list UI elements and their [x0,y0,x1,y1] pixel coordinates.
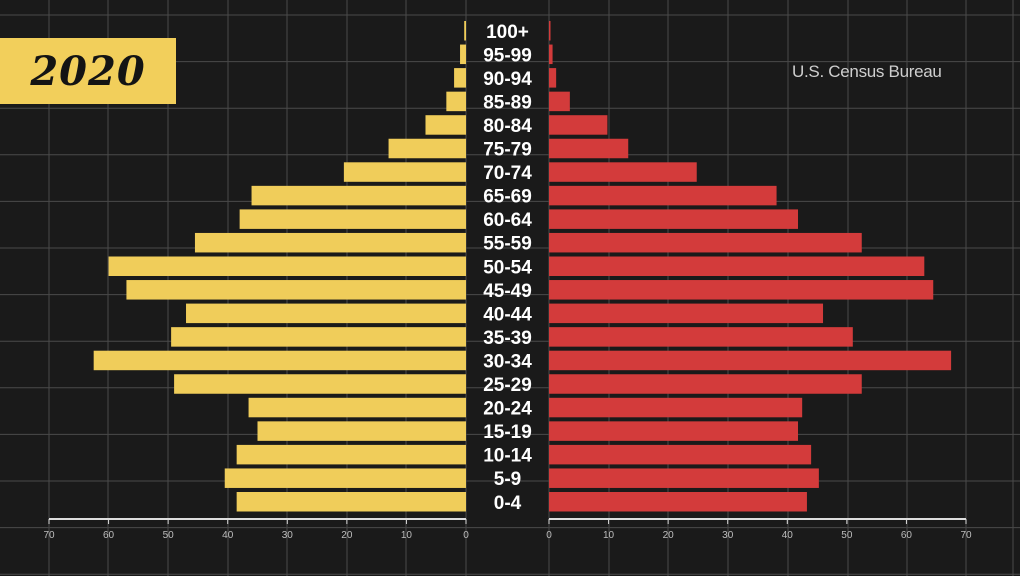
left-bar [236,444,466,465]
left-bar [425,115,466,135]
left-axis-tick-label: 10 [401,530,413,541]
age-group-label: 20-24 [483,399,532,420]
left-bar [460,44,466,65]
age-group-label: 90-94 [483,69,532,90]
left-bar [464,21,466,41]
age-group-label: 35-39 [483,328,532,349]
age-group-label: 30-34 [483,351,532,372]
right-bar [549,256,925,276]
year-badge: 2020 [0,38,176,104]
right-bar [549,374,862,394]
right-bar [549,303,824,324]
source-label: U.S. Census Bureau [792,62,942,81]
right-bars [549,21,952,512]
age-group-label: 75-79 [483,140,532,161]
left-bar [454,68,466,88]
right-bar [549,468,819,488]
left-bar [174,374,466,394]
left-bars [93,21,467,512]
left-bar [248,397,466,418]
left-bar [251,185,466,206]
right-axis-tick-label: 10 [603,530,615,541]
age-group-label: 95-99 [483,45,532,66]
left-bar [194,232,466,253]
right-bar [549,115,608,135]
right-bar [549,138,629,159]
age-group-label: 45-49 [483,281,532,302]
left-bar [126,280,466,300]
left-bar [171,327,466,347]
right-bar [549,91,570,112]
age-group-label: 55-59 [483,234,532,255]
left-bar [257,421,466,441]
age-group-label: 15-19 [483,422,532,443]
right-bar [549,327,853,347]
right-axis-tick-label: 30 [722,530,734,541]
left-axis-tick-label: 40 [222,530,234,541]
age-group-label: 70-74 [483,163,532,184]
right-bar [549,209,799,229]
age-group-label: 0-4 [494,493,522,514]
right-bar [549,397,803,418]
left-bar [236,492,466,512]
age-group-label: 65-69 [483,187,532,208]
right-bar [549,280,934,300]
age-group-label: 40-44 [483,304,532,325]
right-bar [549,21,551,41]
age-group-label: 85-89 [483,92,532,113]
age-group-label: 5-9 [494,469,521,490]
age-group-label: 10-14 [483,446,532,467]
right-axis-tick-label: 40 [782,530,794,541]
left-axis-tick-label: 30 [282,530,294,541]
left-axis-tick-label: 0 [463,530,469,541]
age-group-label: 50-54 [483,257,532,278]
right-bar [549,185,777,206]
right-axis-tick-label: 50 [841,530,853,541]
age-group-label: 100+ [486,22,529,43]
left-bar [388,138,466,159]
right-axis-tick-label: 60 [901,530,913,541]
right-bar [549,162,697,182]
right-axis-tick-label: 70 [960,530,972,541]
left-bar [93,350,466,371]
right-bar [549,350,952,371]
right-axis-tick-label: 0 [546,530,552,541]
right-bar [549,492,807,512]
right-bar [549,68,557,88]
right-bar [549,44,553,65]
age-group-label: 80-84 [483,116,532,137]
right-bar [549,232,862,253]
left-axis-tick-label: 60 [103,530,115,541]
x-axes: 70 60 50 40 30 20 10 0 0 10 20 30 40 50 60 70 [43,518,972,541]
left-bar [108,256,467,276]
left-bar [224,468,466,488]
age-group-label: 60-64 [483,210,532,231]
left-bar [239,209,466,229]
left-axis-tick-label: 50 [163,530,175,541]
right-bar [549,444,812,465]
left-axis-tick-label: 70 [43,530,55,541]
right-axis-tick-label: 20 [663,530,675,541]
age-group-label: 25-29 [483,375,532,396]
left-bar [343,162,466,182]
left-bar [446,91,466,112]
right-bar [549,421,799,441]
left-axis-tick-label: 20 [341,530,353,541]
left-bar [186,303,466,324]
